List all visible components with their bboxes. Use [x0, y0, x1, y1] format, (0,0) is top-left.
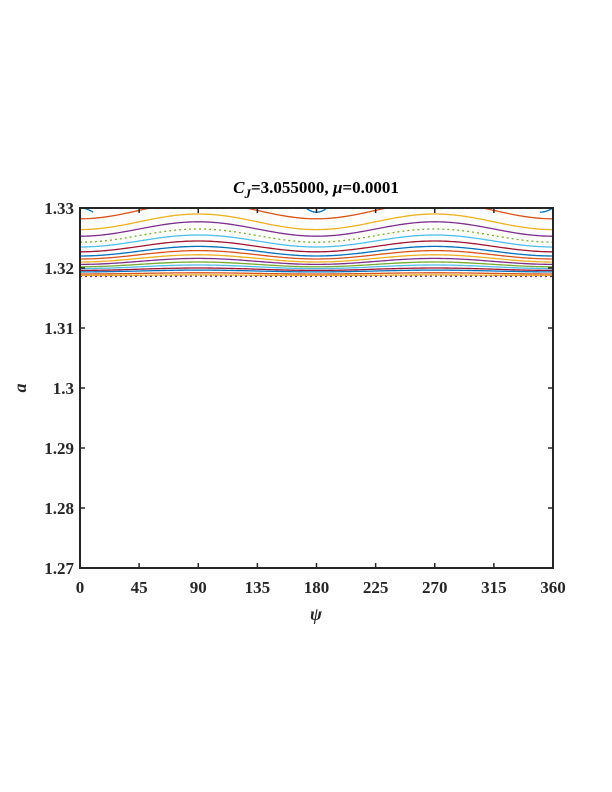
- title-c-value: =3.055000,: [251, 178, 333, 197]
- y-tick-label: 1.31: [44, 319, 74, 338]
- series-line-13: [80, 267, 553, 272]
- x-tick-label: 0: [76, 578, 85, 597]
- x-tick-label: 225: [363, 578, 389, 597]
- x-tick-label: 270: [422, 578, 448, 597]
- series-line-8: [80, 249, 553, 260]
- series-line-1: [80, 208, 553, 220]
- series-line-3: [80, 221, 553, 237]
- x-tick-label: 315: [481, 578, 507, 597]
- y-tick-label: 1.33: [44, 199, 74, 218]
- y-axis-label: a: [10, 384, 30, 393]
- y-tick-label: 1.3: [53, 379, 74, 398]
- title-mu-value: =0.0001: [342, 178, 398, 197]
- x-tick-label: 135: [245, 578, 271, 597]
- x-axis-label: ψ: [310, 604, 323, 624]
- series-line-2: [80, 213, 553, 231]
- series-group: [80, 208, 553, 278]
- y-tick-label: 1.29: [44, 439, 74, 458]
- series-line-11: [80, 261, 553, 268]
- corner-arc-2: [539, 208, 553, 213]
- x-tick-label: 45: [131, 578, 148, 597]
- series-line-6: [80, 240, 553, 253]
- x-tick-label: 360: [540, 578, 566, 597]
- x-tick-label: 90: [190, 578, 207, 597]
- series-line-15: [80, 272, 553, 275]
- series-line-16: [80, 274, 553, 277]
- tick-group: 0 45 90 135 180 225 270 315 360 1.27 1.28 1.29 1.3 1.…: [44, 199, 566, 597]
- title-c-letter: C: [233, 178, 245, 197]
- series-line-9: [80, 254, 553, 263]
- series-line-14: [80, 269, 553, 273]
- chart-title: CJ=3.055000, μ=0.0001: [233, 178, 399, 201]
- y-tick-label: 1.27: [44, 559, 74, 578]
- series-line-7: [80, 245, 553, 257]
- series-line-12: [80, 264, 553, 270]
- series-line-5: [80, 234, 553, 248]
- title-mu-symbol: μ: [332, 178, 342, 197]
- series-line-10: [80, 257, 553, 266]
- y-tick-label: 1.28: [44, 499, 74, 518]
- x-tick-label: 180: [304, 578, 330, 597]
- title-c-subscript: J: [244, 186, 252, 201]
- y-tick-label: 1.32: [44, 259, 74, 278]
